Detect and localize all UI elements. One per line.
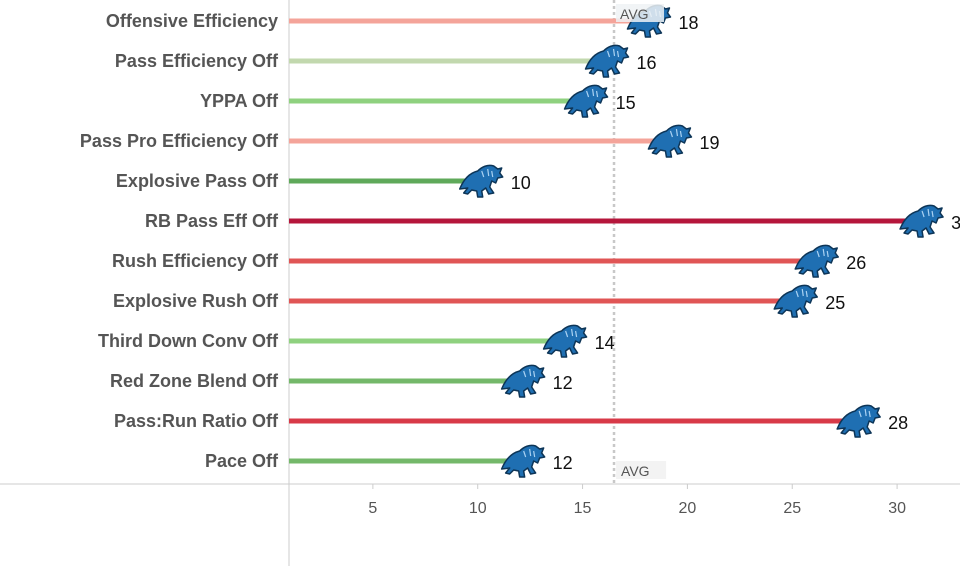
lion-logo-icon: [794, 244, 839, 278]
category-label: YPPA Off: [200, 91, 279, 111]
value-label: 26: [846, 253, 866, 273]
category-label: Pass:Run Ratio Off: [114, 411, 279, 431]
lion-logo-icon: [836, 404, 881, 438]
lion-logo-icon: [899, 204, 944, 238]
x-tick-label: 10: [469, 500, 487, 517]
category-label: Third Down Conv Off: [98, 331, 279, 351]
category-label: Explosive Rush Off: [113, 291, 279, 311]
value-label: 12: [553, 453, 573, 473]
avg-label-top: AVG: [620, 6, 649, 22]
lion-logo-icon: [773, 284, 818, 318]
value-label: 19: [699, 133, 719, 153]
category-label: Rush Efficiency Off: [112, 251, 279, 271]
category-label: Red Zone Blend Off: [110, 371, 279, 391]
category-label: Pass Efficiency Off: [115, 51, 279, 71]
lion-logo-icon: [500, 444, 546, 478]
lion-logo-icon: [458, 164, 504, 198]
lion-logo-icon: [500, 364, 546, 398]
value-label: 25: [825, 293, 845, 313]
value-label: 28: [888, 413, 908, 433]
value-label: 14: [595, 333, 615, 353]
value-label: 16: [637, 53, 657, 73]
category-label: Pass Pro Efficiency Off: [80, 131, 279, 151]
avg-label-bottom: AVG: [621, 463, 650, 479]
lion-logo-icon: [542, 324, 588, 358]
category-label: Offensive Efficiency: [106, 11, 278, 31]
value-label: 18: [678, 13, 698, 33]
value-label: 12: [553, 373, 573, 393]
lion-logo-icon: [647, 124, 693, 158]
avg-label-bottom-bg: [616, 461, 667, 479]
avg-label-top-bg: [616, 4, 665, 22]
category-label: Explosive Pass Off: [116, 171, 279, 191]
lion-logo-icon: [563, 84, 609, 118]
x-tick-label: 15: [574, 500, 592, 517]
x-tick-label: 5: [368, 500, 377, 517]
value-label: 15: [616, 93, 636, 113]
category-label: RB Pass Eff Off: [145, 211, 279, 231]
value-label: 31: [951, 213, 960, 233]
x-tick-label: 20: [679, 500, 697, 517]
category-label: Pace Off: [205, 451, 279, 471]
lion-logo-icon: [584, 44, 630, 78]
value-label: 10: [511, 173, 531, 193]
x-tick-label: 30: [888, 500, 906, 517]
x-tick-label: 25: [783, 500, 801, 517]
